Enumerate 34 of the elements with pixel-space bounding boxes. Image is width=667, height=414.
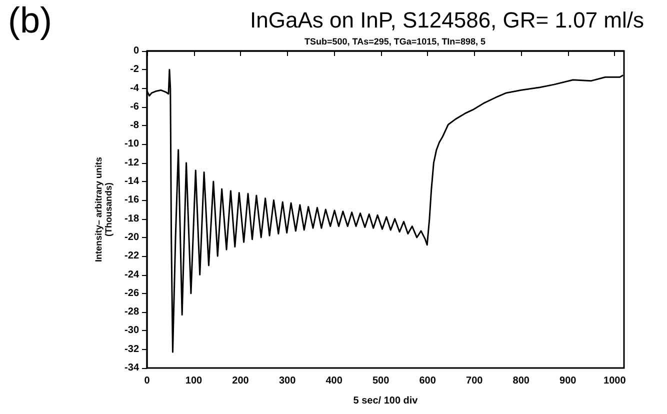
x-tick-label: 600 [419, 376, 436, 386]
y-tick-label: -12 [124, 157, 140, 168]
y-tick-label: -18 [124, 213, 140, 224]
x-tick-label: 200 [232, 376, 250, 386]
x-tick-label: 100 [185, 376, 203, 386]
y-tick-label: 0 [133, 46, 140, 56]
y-tick-label: -20 [124, 232, 140, 243]
x-tick-label: 700 [466, 376, 484, 386]
x-tick-label: 900 [560, 376, 577, 386]
y-tick-label: -28 [124, 306, 140, 318]
y-tick-label: -8 [130, 120, 140, 132]
x-tick-label: 800 [512, 376, 530, 386]
y-tick-label: -10 [124, 138, 140, 150]
x-tick-label: 0 [144, 376, 150, 386]
y-tick-label: -16 [124, 194, 140, 206]
chart-subtitle: TSub=500, TAs=295, TGa=1015, TIn=898, 5 [304, 36, 486, 46]
text: (b) [8, 0, 52, 40]
x-tick-label: 1000 [604, 376, 626, 386]
y-tick-label: -34 [124, 362, 140, 374]
y-tick-label: -24 [124, 269, 140, 280]
y-tick-label: -26 [124, 288, 140, 299]
x-axis-title: 5 sec/ 100 div [353, 396, 418, 406]
y-tick-label: -6 [130, 101, 140, 112]
y-tick-label: -30 [124, 325, 140, 336]
y-tick-label: -2 [130, 64, 140, 76]
x-tick-label: 500 [372, 376, 390, 386]
x-tick-label: 400 [326, 376, 343, 386]
y-tick-label: -4 [130, 82, 140, 94]
x-tick-label: 300 [278, 376, 296, 386]
y-tick-label: -22 [124, 250, 140, 262]
y-tick-label: -14 [124, 176, 140, 188]
y-axis-title: Intensity– arbitrary units (Thousands) [94, 156, 114, 262]
y-tick-label: -32 [124, 344, 140, 355]
chart-title: InGaAs on InP, S124586, GR= 1.07 ml/s [250, 8, 644, 32]
